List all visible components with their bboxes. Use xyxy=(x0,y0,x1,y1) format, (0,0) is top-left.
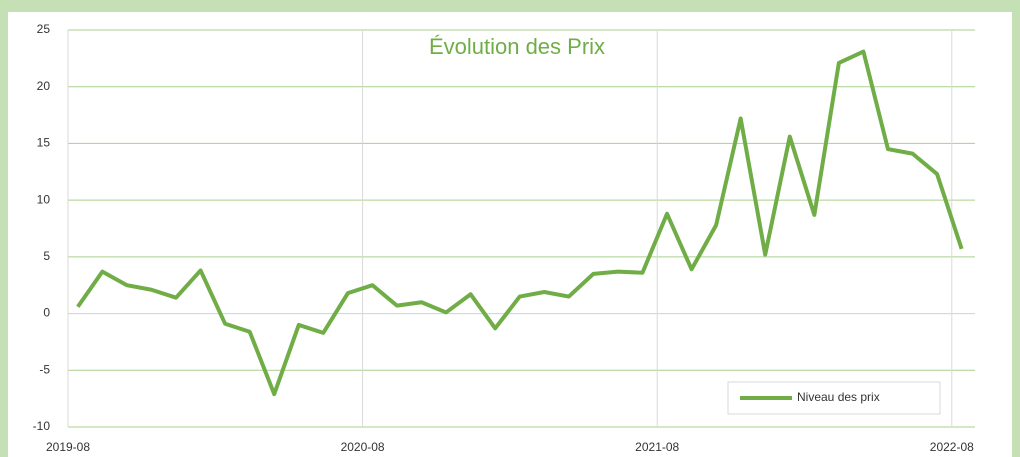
y-tick-label: 15 xyxy=(37,136,51,150)
legend: Niveau des prix xyxy=(727,381,941,415)
y-tick-label: -10 xyxy=(33,419,51,433)
y-tick-label: 25 xyxy=(37,22,51,36)
chart-title: Évolution des Prix xyxy=(429,34,605,59)
x-tick-label: 2021-08 xyxy=(635,440,679,454)
x-tick-label: 2020-08 xyxy=(341,440,385,454)
x-tick-label: 2019-08 xyxy=(46,440,90,454)
y-tick-label: 20 xyxy=(37,79,51,93)
y-tick-label: 0 xyxy=(43,306,50,320)
legend-label: Niveau des prix xyxy=(797,390,880,404)
y-tick-label: 5 xyxy=(43,249,50,263)
x-tick-label: 2022-08 xyxy=(930,440,974,454)
line-series xyxy=(76,49,964,397)
y-tick-label: -5 xyxy=(39,362,50,376)
y-tick-label: 10 xyxy=(37,192,51,206)
